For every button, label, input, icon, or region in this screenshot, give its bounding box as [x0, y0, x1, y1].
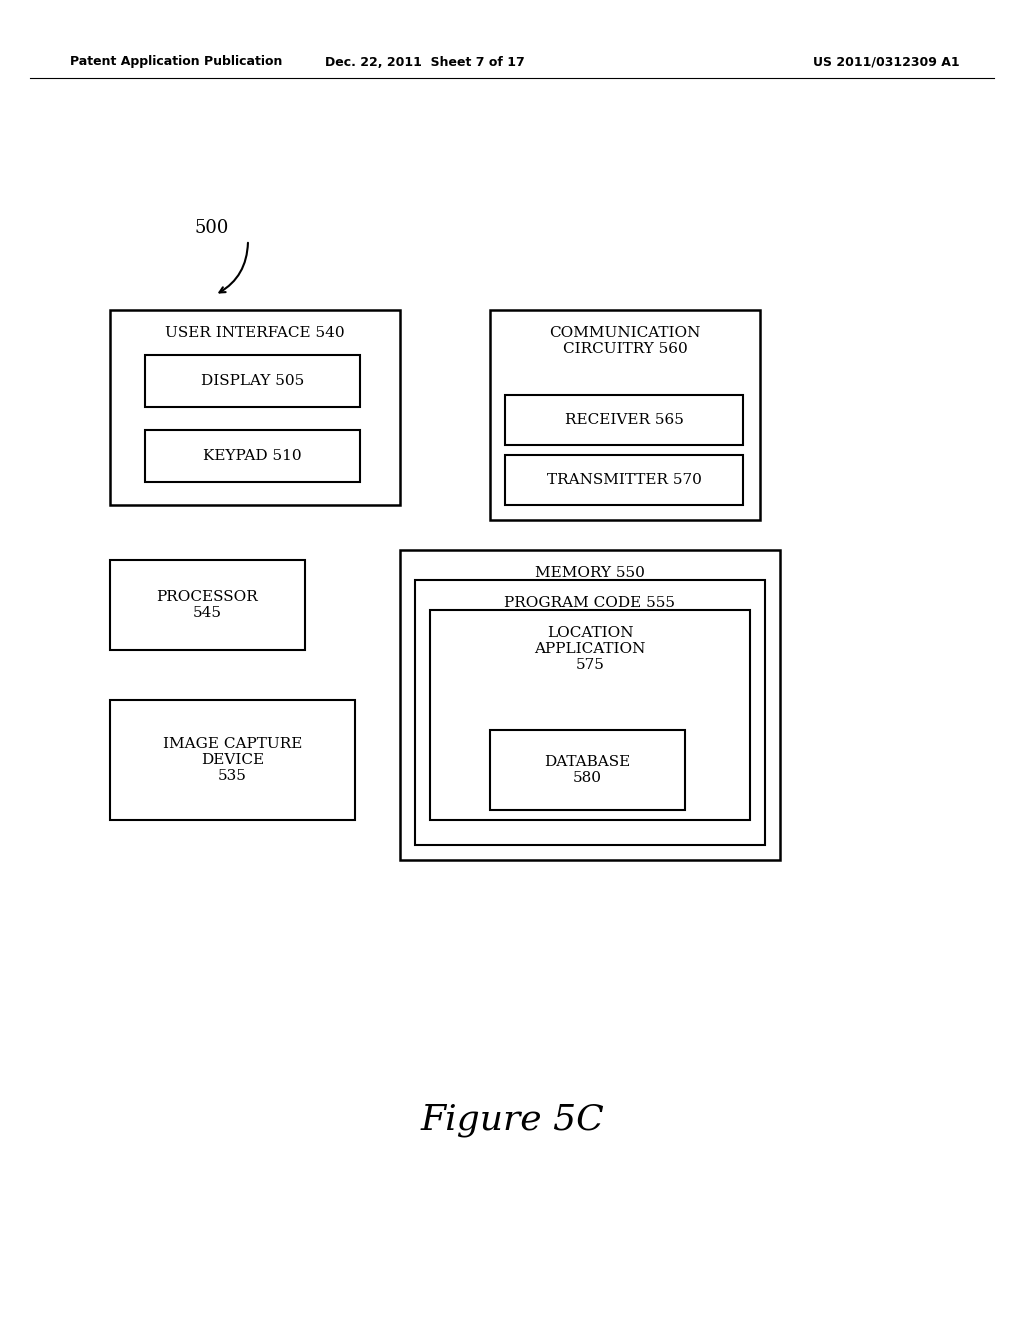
Bar — [110, 700, 355, 820]
Text: USER INTERFACE 540: USER INTERFACE 540 — [165, 326, 345, 341]
Bar — [505, 455, 743, 506]
Text: LOCATION
APPLICATION
575: LOCATION APPLICATION 575 — [535, 626, 646, 672]
Bar — [430, 610, 750, 820]
Bar — [490, 310, 760, 520]
Text: Dec. 22, 2011  Sheet 7 of 17: Dec. 22, 2011 Sheet 7 of 17 — [326, 55, 525, 69]
Text: KEYPAD 510: KEYPAD 510 — [203, 449, 302, 463]
Bar — [490, 730, 685, 810]
Bar — [145, 355, 360, 407]
Bar — [145, 430, 360, 482]
Bar — [505, 395, 743, 445]
Text: PROCESSOR
545: PROCESSOR 545 — [157, 590, 258, 620]
Text: DISPLAY 505: DISPLAY 505 — [201, 374, 304, 388]
Text: RECEIVER 565: RECEIVER 565 — [564, 413, 683, 426]
Text: Patent Application Publication: Patent Application Publication — [70, 55, 283, 69]
Text: TRANSMITTER 570: TRANSMITTER 570 — [547, 473, 701, 487]
Bar — [415, 579, 765, 845]
Text: DATABASE
580: DATABASE 580 — [545, 755, 631, 785]
Bar — [110, 560, 305, 649]
Text: IMAGE CAPTURE
DEVICE
535: IMAGE CAPTURE DEVICE 535 — [163, 737, 302, 783]
Bar — [400, 550, 780, 861]
Text: Figure 5C: Figure 5C — [420, 1104, 604, 1137]
Text: 500: 500 — [195, 219, 229, 238]
Text: COMMUNICATION
CIRCUITRY 560: COMMUNICATION CIRCUITRY 560 — [549, 326, 700, 356]
Text: MEMORY 550: MEMORY 550 — [536, 566, 645, 579]
Text: PROGRAM CODE 555: PROGRAM CODE 555 — [505, 597, 676, 610]
Bar — [110, 310, 400, 506]
Text: US 2011/0312309 A1: US 2011/0312309 A1 — [813, 55, 961, 69]
